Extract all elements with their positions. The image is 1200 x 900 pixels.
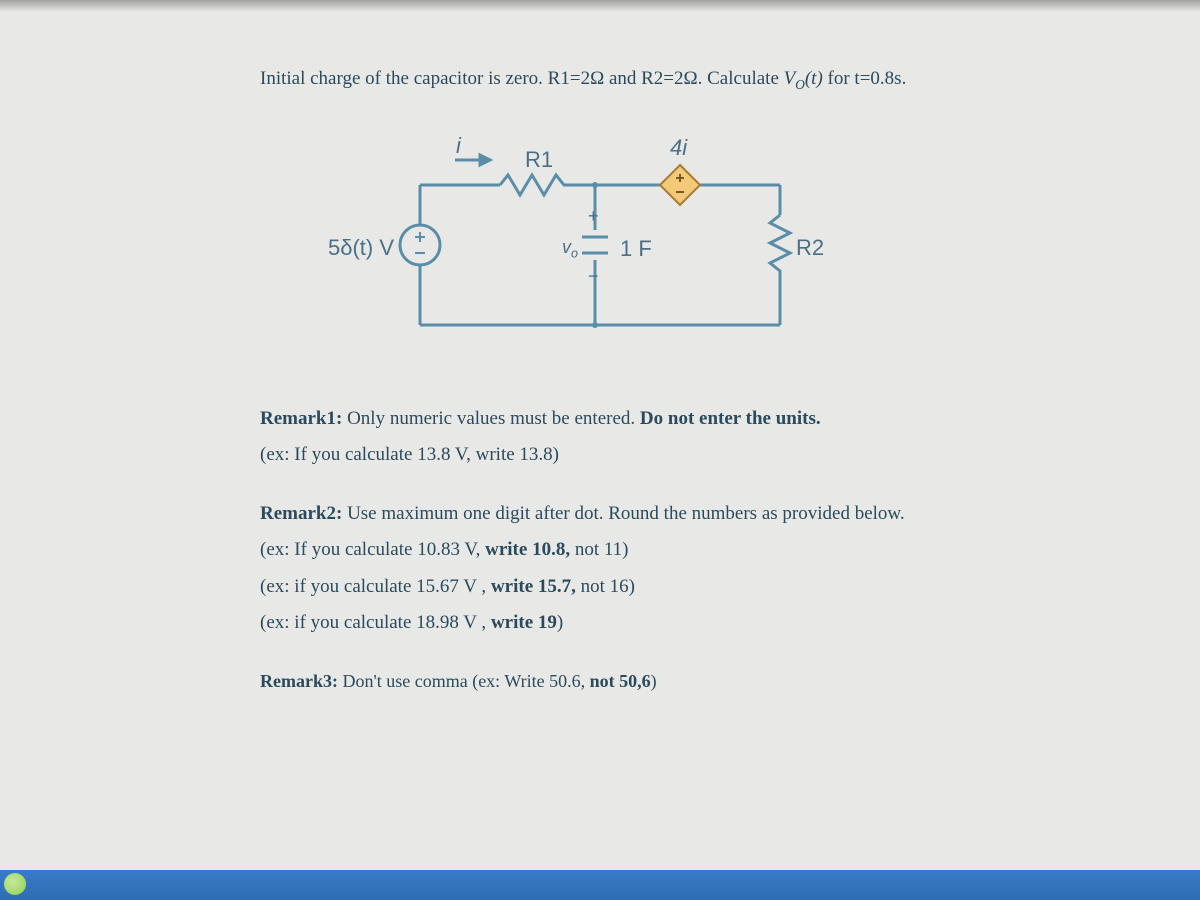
label-source: 5δ(t) V — [328, 231, 394, 264]
taskbar[interactable] — [0, 870, 1200, 900]
remark1: Remark1: Only numeric values must be ent… — [260, 405, 940, 470]
remark1-text: Only numeric values must be entered. — [342, 408, 640, 429]
remark3: Remark3: Don't use comma (ex: Write 50.6… — [260, 668, 940, 695]
r2-ex1-post: not 11) — [570, 539, 628, 560]
prompt-prefix: Initial charge of the capacitor is zero.… — [260, 68, 784, 89]
r2-ex1-pre: (ex: If you calculate 10.83 V, — [260, 539, 485, 560]
label-vo: vo — [562, 234, 578, 263]
vo-sub: O — [795, 77, 805, 92]
r2-ex2-bold: write 15.7, — [491, 576, 576, 597]
remark2-label: Remark2: — [260, 503, 342, 524]
label-r2: R2 — [796, 231, 824, 264]
circuit-svg — [330, 125, 870, 365]
remark3-label: Remark3: — [260, 671, 338, 691]
r2-ex3-post: ) — [557, 612, 563, 633]
label-r1: R1 — [525, 143, 553, 176]
r2-ex3-bold: write 19 — [491, 612, 557, 633]
label-cap: 1 F — [620, 232, 652, 265]
circuit-diagram: i R1 4i 5δ(t) V vo 1 F R2 + − — [330, 125, 870, 365]
label-minus: − — [588, 263, 599, 290]
vo-arg: (t) — [805, 68, 823, 89]
vo-base: v — [562, 237, 571, 257]
r2-ex2-pre: (ex: if you calculate 15.67 V , — [260, 576, 491, 597]
label-i: i — [456, 129, 461, 162]
question-prompt: Initial charge of the capacitor is zero.… — [260, 65, 940, 95]
remark3-bold: not 50,6 — [590, 671, 651, 691]
remark1-bold: Do not enter the units. — [640, 408, 821, 429]
screen-vignette — [0, 0, 1200, 12]
r2-ex3-pre: (ex: if you calculate 18.98 V , — [260, 612, 491, 633]
vo-variable: VO(t) — [784, 68, 828, 89]
vo-letter: V — [784, 68, 796, 89]
r2-ex2-post: not 16) — [576, 576, 635, 597]
vo-subscript: o — [571, 246, 578, 260]
label-4i: 4i — [670, 131, 687, 164]
label-plus: + — [588, 203, 599, 230]
r2-ex1-bold: write 10.8, — [485, 539, 570, 560]
question-panel: Initial charge of the capacitor is zero.… — [0, 25, 1200, 870]
remark2-text: Use maximum one digit after dot. Round t… — [342, 503, 904, 524]
remark3-post: ) — [651, 671, 657, 691]
prompt-suffix: for t=0.8s. — [828, 68, 907, 89]
remark1-label: Remark1: — [260, 408, 342, 429]
remark1-ex: (ex: If you calculate 13.8 V, write 13.8… — [260, 441, 940, 470]
remark3-text: Don't use comma (ex: Write 50.6, — [338, 671, 590, 691]
start-button-icon[interactable] — [4, 873, 26, 895]
remark2: Remark2: Use maximum one digit after dot… — [260, 500, 940, 638]
